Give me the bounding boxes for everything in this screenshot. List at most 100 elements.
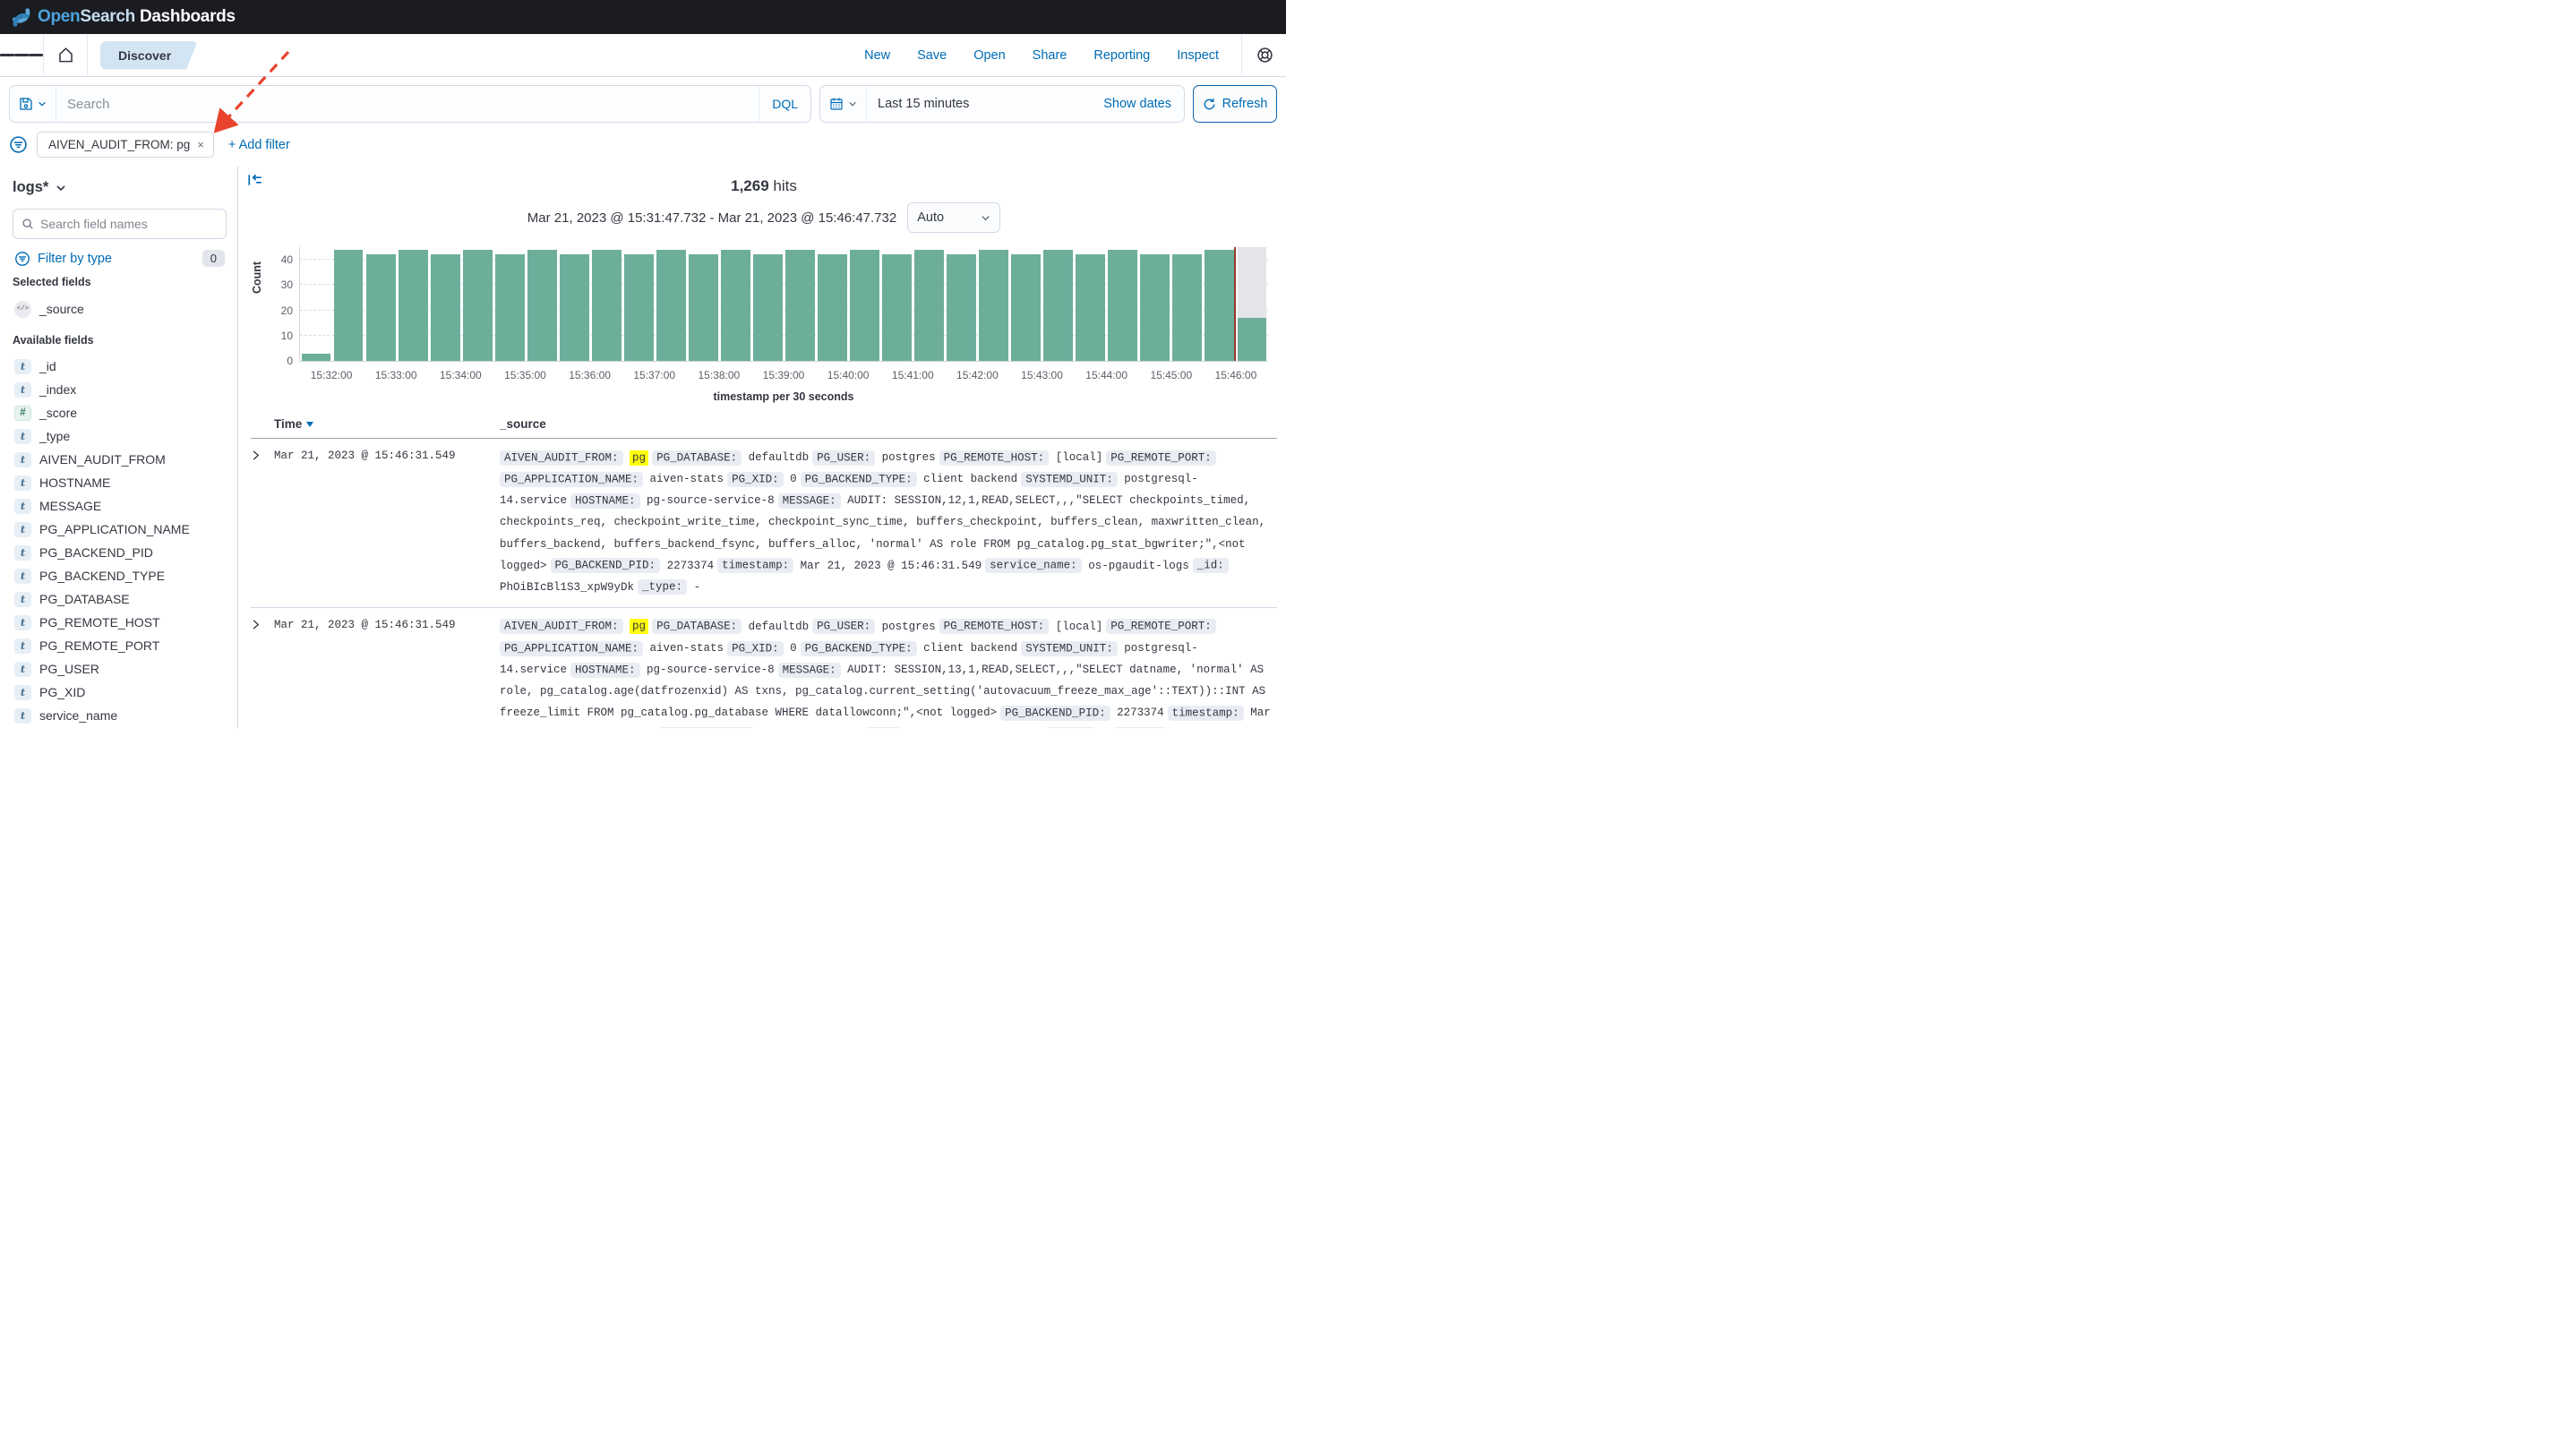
histogram-bar[interactable] bbox=[881, 247, 913, 361]
logo-word-search: Search bbox=[80, 7, 135, 26]
histogram-bar[interactable] bbox=[461, 247, 493, 361]
search-input[interactable] bbox=[56, 96, 759, 112]
time-range-display[interactable]: Last 15 minutes bbox=[878, 97, 970, 111]
bar bbox=[947, 254, 977, 361]
field-item-PG_REMOTE_HOST[interactable]: t PG_REMOTE_HOST bbox=[13, 611, 227, 634]
histogram-bar[interactable] bbox=[300, 247, 332, 361]
histogram-bar[interactable] bbox=[1107, 247, 1139, 361]
histogram-bar[interactable] bbox=[622, 247, 655, 361]
histogram-bar[interactable] bbox=[590, 247, 622, 361]
time-column-header[interactable]: Time bbox=[274, 417, 500, 431]
histogram-bar[interactable] bbox=[784, 247, 816, 361]
quick-select-button[interactable] bbox=[820, 86, 867, 122]
home-icon[interactable] bbox=[44, 34, 87, 77]
expand-row-icon[interactable] bbox=[251, 616, 274, 728]
bar bbox=[1140, 254, 1170, 361]
field-item-SYSTEMD_UNIT[interactable]: tSYSTEMD_UNIT bbox=[13, 727, 227, 728]
field-item-PG_XID[interactable]: t PG_XID bbox=[13, 681, 227, 704]
source-field-name: AIVEN_AUDIT_FROM: bbox=[500, 619, 623, 635]
field-item-PG_USER[interactable]: t PG_USER bbox=[13, 657, 227, 681]
interval-select[interactable]: Auto bbox=[907, 202, 1001, 233]
field-item-PG_APPLICATION_NAME[interactable]: t PG_APPLICATION_NAME bbox=[13, 518, 227, 541]
saved-query-button[interactable] bbox=[10, 86, 56, 122]
field-item-PG_REMOTE_PORT[interactable]: t PG_REMOTE_PORT bbox=[13, 634, 227, 657]
field-item-service_name[interactable]: t service_name bbox=[13, 704, 227, 727]
histogram-bar[interactable] bbox=[332, 247, 364, 361]
histogram-bar[interactable] bbox=[1139, 247, 1171, 361]
field-item-_source[interactable]: </> _source bbox=[13, 296, 227, 321]
filter-by-type[interactable]: Filter by type 0 bbox=[14, 250, 225, 267]
index-pattern-switcher[interactable]: logs* bbox=[13, 179, 227, 196]
nav-link-new[interactable]: New bbox=[864, 47, 891, 63]
x-tick-label: 15:38:00 bbox=[698, 369, 741, 381]
source-field: SYSTEMD_UNIT: postgresql-14.service bbox=[500, 640, 1198, 677]
field-item-_index[interactable]: t _index bbox=[13, 378, 227, 401]
histogram-chart[interactable]: Count 0 10 20 30 40 timestamp per 30 seconds… bbox=[251, 247, 1273, 403]
nav-link-share[interactable]: Share bbox=[1032, 47, 1067, 63]
nav-link-save[interactable]: Save bbox=[917, 47, 947, 63]
histogram-bar[interactable] bbox=[687, 247, 719, 361]
remove-filter-icon[interactable]: × bbox=[197, 138, 204, 151]
histogram-bar[interactable] bbox=[558, 247, 590, 361]
histogram-bar[interactable] bbox=[1171, 247, 1204, 361]
field-name: PG_XID bbox=[39, 685, 86, 699]
incomplete-bucket-overlay bbox=[1237, 247, 1267, 319]
nav-link-inspect[interactable]: Inspect bbox=[1177, 47, 1219, 63]
field-item-PG_DATABASE[interactable]: t PG_DATABASE bbox=[13, 587, 227, 611]
histogram-bar[interactable] bbox=[719, 247, 751, 361]
histogram-bar[interactable] bbox=[655, 247, 687, 361]
field-item-_score[interactable]: # _score bbox=[13, 401, 227, 424]
field-item-MESSAGE[interactable]: t MESSAGE bbox=[13, 494, 227, 518]
source-field-name: PG_DATABASE: bbox=[652, 619, 742, 635]
histogram-bar[interactable] bbox=[1075, 247, 1107, 361]
help-icon[interactable] bbox=[1256, 47, 1273, 64]
bar bbox=[333, 249, 364, 361]
query-language-button[interactable]: DQL bbox=[759, 86, 810, 122]
bar bbox=[365, 254, 396, 361]
collapse-sidebar-icon[interactable] bbox=[247, 172, 263, 188]
histogram-bar[interactable] bbox=[817, 247, 849, 361]
expand-row-icon[interactable] bbox=[251, 447, 274, 598]
add-filter-button[interactable]: + Add filter bbox=[227, 137, 290, 152]
field-item-HOSTNAME[interactable]: t HOSTNAME bbox=[13, 471, 227, 494]
field-search-input[interactable] bbox=[40, 217, 218, 231]
histogram-bar[interactable] bbox=[1010, 247, 1042, 361]
field-search-box bbox=[13, 209, 227, 239]
highlighted-value: pg bbox=[630, 450, 649, 466]
nav-link-open[interactable]: Open bbox=[973, 47, 1006, 63]
bar bbox=[430, 254, 460, 361]
filter-icon[interactable] bbox=[9, 135, 28, 154]
refresh-button[interactable]: Refresh bbox=[1193, 85, 1277, 123]
show-dates-button[interactable]: Show dates bbox=[1103, 97, 1171, 111]
filter-pill[interactable]: AIVEN_AUDIT_FROM: pg × bbox=[37, 132, 214, 158]
histogram-bar[interactable] bbox=[946, 247, 978, 361]
histogram-bar[interactable] bbox=[493, 247, 526, 361]
field-item-PG_BACKEND_TYPE[interactable]: t PG_BACKEND_TYPE bbox=[13, 564, 227, 587]
number-field-icon: # bbox=[14, 405, 31, 421]
source-field: PG_REMOTE_HOST: [local] bbox=[939, 619, 1102, 635]
x-tick-label: 15:35:00 bbox=[504, 369, 546, 381]
histogram-bar[interactable] bbox=[364, 247, 397, 361]
nav-link-reporting[interactable]: Reporting bbox=[1093, 47, 1151, 63]
histogram-bar[interactable] bbox=[429, 247, 461, 361]
histogram-bar[interactable] bbox=[913, 247, 946, 361]
field-item-_id[interactable]: t _id bbox=[13, 355, 227, 378]
breadcrumb-discover[interactable]: Discover bbox=[100, 41, 198, 70]
histogram-bar[interactable] bbox=[849, 247, 881, 361]
histogram-bar[interactable] bbox=[1204, 247, 1236, 361]
fields-sidebar: logs* Filter by type 0 Selected fields <… bbox=[0, 167, 238, 728]
bar bbox=[591, 249, 622, 361]
field-item-AIVEN_AUDIT_FROM[interactable]: t AIVEN_AUDIT_FROM bbox=[13, 448, 227, 471]
histogram-bar[interactable] bbox=[526, 247, 558, 361]
histogram-bar[interactable] bbox=[1042, 247, 1075, 361]
histogram-bar[interactable] bbox=[397, 247, 429, 361]
menu-icon[interactable] bbox=[0, 34, 43, 77]
field-item-_type[interactable]: t _type bbox=[13, 424, 227, 448]
source-field-name: SYSTEMD_UNIT: bbox=[1021, 640, 1118, 656]
bar bbox=[882, 254, 912, 361]
histogram-bar[interactable] bbox=[1236, 247, 1268, 361]
histogram-bar[interactable] bbox=[978, 247, 1010, 361]
histogram-bar[interactable] bbox=[751, 247, 784, 361]
field-item-PG_BACKEND_PID[interactable]: t PG_BACKEND_PID bbox=[13, 541, 227, 564]
source-field-name: timestamp: bbox=[1167, 705, 1244, 721]
